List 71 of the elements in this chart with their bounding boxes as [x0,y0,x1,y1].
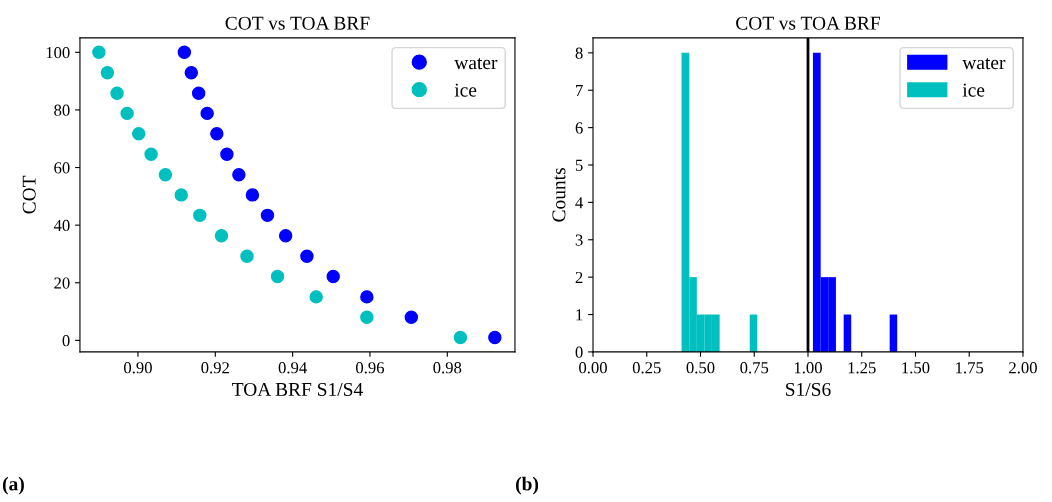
legend-label: water [962,58,1006,70]
point [488,330,502,345]
point [144,147,158,161]
x-tick-label: 1.00 [794,362,822,374]
x-tick-label: 0.00 [579,362,607,374]
y-tick-label: 4 [575,197,584,209]
point [278,229,293,243]
text: (a) [2,476,24,495]
legend-label: ice [962,83,985,97]
y-tick-label: 8 [575,47,583,59]
chart-title: COT vs TOA BRF [225,16,370,30]
y-tick-label: 2 [575,271,583,283]
point [92,45,106,60]
point [200,106,214,121]
point [360,310,374,325]
point [193,208,207,223]
x-tick-label: 0.90 [124,362,152,374]
point [240,249,254,263]
point [191,86,206,100]
point [174,188,188,202]
y-tick-label: 80 [54,104,70,116]
legend-label: water [454,58,498,70]
point [326,269,340,284]
x-axis-title: S1/S6 [786,382,831,396]
y-tick-label: 0 [62,335,70,347]
point [360,290,374,304]
point [120,106,134,121]
point [404,310,419,325]
point [453,330,468,345]
y-axis-title: Counts [552,168,566,222]
x-tick-label: 1.50 [902,362,930,374]
point [210,127,224,141]
point [270,269,285,284]
x-tick-label: 0.25 [632,362,661,374]
point [158,168,173,182]
point [232,168,246,182]
y-tick-label: 40 [53,219,70,232]
point [177,45,192,60]
x-tick-label: 0.75 [740,362,769,374]
x-tick-label: 1.75 [956,362,984,374]
x-tick-label: 2.00 [1009,362,1037,374]
x-tick-label: 0.92 [201,362,229,374]
x-axis-title: TOA BRF S1/S4 [232,382,363,396]
point [300,249,314,263]
x-tick-label: 0.98 [433,362,462,374]
y-axis-title: COT [22,175,36,214]
y-tick-label: 6 [575,122,583,134]
x-tick-label: 0.50 [686,362,715,374]
x-tick-label: 0.94 [278,362,307,374]
legend-label: ice [454,83,477,97]
text: (b) [516,476,539,495]
point [184,66,199,80]
point [110,86,124,100]
point [309,290,323,304]
y-tick-label: 100 [46,47,70,59]
x-tick-label: 0.96 [356,362,385,374]
y-tick-label: 5 [575,159,583,171]
point [214,229,229,243]
point [245,188,260,202]
point [100,66,115,80]
y-tick-label: 1 [576,309,583,321]
point [260,208,275,223]
y-tick-label: 20 [54,277,70,289]
point [220,147,234,161]
x-tick-label: 1.25 [848,362,876,374]
y-tick-label: 0 [575,346,583,358]
y-tick-label: 3 [575,234,583,246]
point [132,127,146,141]
chart-title: COT vs TOA BRF [736,16,880,30]
y-tick-label: 60 [54,162,70,174]
y-tick-label: 7 [576,85,583,97]
